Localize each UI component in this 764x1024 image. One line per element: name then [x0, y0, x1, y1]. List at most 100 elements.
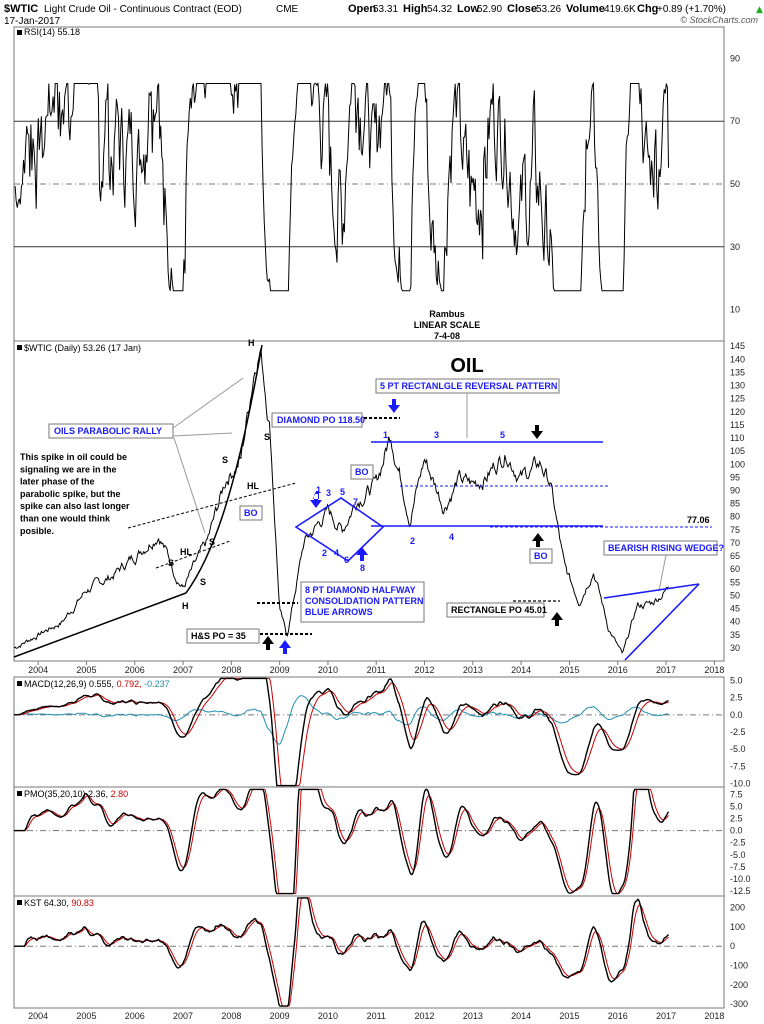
spike-note-line-5: than one would think	[20, 514, 111, 524]
macd-label-main: MACD(12,26,9) 0.555,	[24, 679, 114, 689]
callout-line-2	[172, 432, 233, 437]
shoulder-label-left: S	[222, 455, 228, 465]
bo-label-3: BO	[534, 551, 548, 561]
pmo-line	[14, 788, 670, 895]
ytick-label-p3-6: -7.5	[730, 862, 746, 872]
xtick-label-price-2011: 2011	[367, 665, 386, 675]
macd-label: MACD(12,26,9) 0.555, 0.792, -0.237	[24, 679, 170, 689]
xtick-label-bottom-2004: 2004	[28, 1011, 48, 1021]
spike-note-line-1: signaling we are in the	[20, 464, 117, 474]
spike-note-line-3: parabolic spike, but the	[20, 489, 121, 499]
ytick-label-p1-22: 140	[730, 354, 745, 364]
spike-note-line-0: This spike in oil could be	[20, 452, 127, 462]
rect-point-3: 3	[434, 430, 439, 440]
chg-up-arrow: ▲	[756, 5, 763, 15]
pmo-legend-swatch	[17, 791, 22, 796]
black-arrow-up-2	[551, 612, 563, 626]
author-note: Rambus	[429, 309, 465, 319]
ytick-label-p3-1: 5.0	[730, 801, 743, 811]
rsi-series-line	[14, 81, 669, 292]
ytick-label-p4-2: 0	[730, 941, 735, 951]
ytick-label-p0-4: 90	[730, 53, 740, 63]
xtick-label-bottom-2015: 2015	[559, 1011, 579, 1021]
header-name: Light Crude Oil - Continuous Contract (E…	[44, 4, 242, 15]
hl-label-1: HL	[247, 481, 259, 491]
pmo-label-signal: 2.80	[111, 789, 129, 799]
ytick-label-p1-10: 80	[730, 512, 740, 522]
ytick-label-p2-4: -5.0	[730, 744, 746, 754]
xtick-label-price-2010: 2010	[318, 665, 338, 675]
ytick-label-p2-3: -2.5	[730, 727, 746, 737]
ytick-label-p1-23: 145	[730, 341, 745, 351]
hl-label-2: HL	[180, 547, 192, 557]
hs-neckline-2	[155, 540, 231, 569]
level-7706-label: 77.06	[687, 515, 710, 525]
bearish-wedge-box	[603, 540, 718, 556]
header-exchange: CME	[276, 4, 299, 15]
hs-neckline-1	[127, 482, 297, 529]
pmo-panel	[13, 786, 725, 897]
price-label: $WTIC (Daily) 53.26 (17 Jan)	[24, 343, 141, 353]
brand-logo: © StockCharts.com	[680, 15, 758, 25]
header-close-label: Close	[507, 3, 537, 15]
black-arrow-down	[531, 425, 543, 439]
ytick-label-p1-21: 135	[730, 367, 745, 377]
blue-arrow-down-2	[388, 399, 400, 413]
xtick-label-price-2013: 2013	[463, 665, 483, 675]
header-volume: 419.6K	[604, 4, 636, 15]
ytick-label-p1-4: 50	[730, 590, 740, 600]
head-label-bottom: H	[182, 601, 189, 611]
ytick-label-p1-5: 55	[730, 577, 740, 587]
hs-po-text: H&S PO = 35	[191, 631, 246, 641]
header-close: 53.26	[536, 4, 561, 15]
diamond-po-box	[271, 412, 363, 428]
header-open: 53.31	[373, 4, 398, 15]
xtick-label-price-2004: 2004	[28, 665, 48, 675]
rectangle-po-text: RECTANGLE PO 45.01	[451, 605, 547, 615]
black-arrow-up-1	[532, 533, 544, 547]
ytick-label-p1-16: 110	[730, 433, 744, 443]
ytick-label-p2-0: 5.0	[730, 675, 743, 685]
shoulder-label-2a: S	[168, 558, 174, 568]
pmo-label: PMO(35,20,10) 2.36, 2.80	[24, 789, 128, 799]
diamond-po-text: DIAMOND PO 118.50	[277, 415, 365, 425]
macd-label-hist: -0.237	[144, 679, 170, 689]
diamond-point-4: 4	[334, 548, 339, 558]
rect-reversal-text: 5 PT RECTANLGLE REVERSAL PATTERN	[380, 381, 557, 391]
blue-arrow-up-1	[356, 547, 368, 561]
macd-panel	[13, 676, 725, 788]
xtick-label-bottom-2011: 2011	[367, 1011, 386, 1021]
ytick-label-p1-17: 115	[730, 420, 744, 430]
rect-point-1: 1	[383, 430, 388, 440]
shoulder-label-2b: S	[200, 577, 206, 587]
parabolic-curve	[185, 344, 263, 594]
header-open-label: Open	[348, 3, 376, 15]
ytick-label-p0-3: 70	[730, 116, 740, 126]
ytick-label-p0-0: 10	[730, 305, 740, 315]
blue-arrow-down-1	[310, 491, 323, 508]
ytick-label-p3-4: -2.5	[730, 838, 746, 848]
diamond-halfway-line-1: CONSOLIDATION PATTERN	[305, 596, 424, 606]
price-panel	[13, 340, 725, 662]
shoulder-label-2c: S	[209, 537, 215, 547]
ytick-label-p1-1: 35	[730, 630, 740, 640]
uptrend-line	[13, 592, 187, 658]
kst-signal-line	[14, 897, 669, 1007]
diamond-pattern	[294, 497, 385, 563]
macd-line	[13, 677, 669, 787]
kst-label-main: KST 64.30,	[24, 898, 69, 908]
xtick-label-bottom-2005: 2005	[76, 1011, 96, 1021]
ytick-label-p4-3: -100	[730, 961, 748, 971]
ytick-label-p2-6: -10.0	[730, 779, 751, 789]
header-high: 54.32	[427, 4, 452, 15]
xtick-label-bottom-2016: 2016	[608, 1011, 628, 1021]
ytick-label-p1-8: 70	[730, 538, 740, 548]
xtick-label-price-2014: 2014	[511, 665, 531, 675]
xtick-label-price-2017: 2017	[656, 665, 676, 675]
ytick-label-p1-3: 45	[730, 604, 740, 614]
ytick-label-p1-11: 85	[730, 499, 740, 509]
xtick-label-bottom-2006: 2006	[125, 1011, 145, 1021]
spike-note-line-2: later phase of the	[20, 477, 95, 487]
macd-histogram-line	[13, 695, 669, 745]
xtick-label-bottom-2018: 2018	[704, 1011, 724, 1021]
